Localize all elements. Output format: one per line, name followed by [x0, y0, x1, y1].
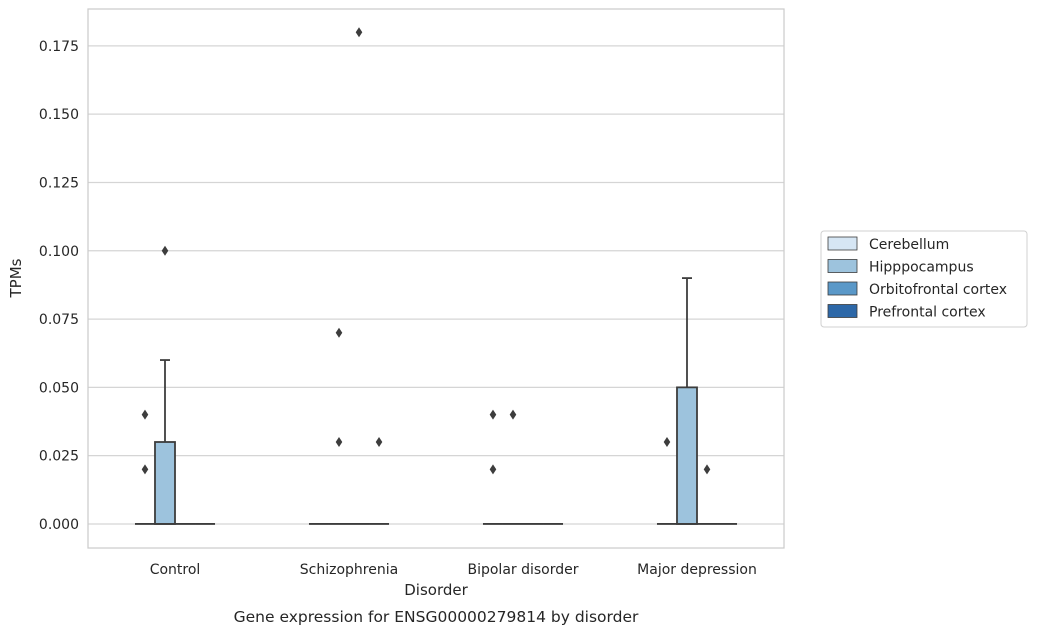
box-layer	[134, 27, 738, 525]
x-tick-label: Schizophrenia	[300, 562, 398, 578]
y-tick-label: 0.100	[39, 244, 79, 260]
legend-items: Cerebellum Hipppocampus Orbitofrontal cort…	[827, 236, 1007, 321]
outlier-point	[141, 464, 149, 475]
outlier-point	[489, 464, 497, 475]
chart-caption: Gene expression for ENSG00000279814 by d…	[234, 608, 639, 626]
y-axis-title: TPMs	[7, 258, 25, 298]
outlier-point	[489, 409, 497, 420]
outlier-point	[335, 327, 343, 338]
legend-label: Hipppocampus	[869, 260, 974, 276]
legend-label: Orbitofrontal cortex	[869, 282, 1007, 298]
legend-swatch	[827, 281, 858, 296]
x-tick-label: Major depression	[637, 562, 757, 578]
y-tick-label: 0.075	[39, 312, 79, 328]
plot-frame	[87, 8, 785, 549]
outlier-point	[375, 437, 383, 448]
x-axis-title: Disorder	[404, 581, 468, 599]
outlier-point	[355, 27, 363, 38]
legend-swatch	[827, 236, 858, 251]
box-control-cerebellum	[134, 409, 155, 525]
box-bipolar-disorder-hipppocampus	[502, 409, 523, 525]
box-bipolar-disorder-cerebellum	[482, 409, 503, 525]
y-tick-labels: 0.000 0.025 0.050 0.075 0.100 0.125 0.150 0.175	[39, 39, 79, 533]
outlier-point	[161, 245, 169, 256]
box-schizophrenia-prefrontal-cortex	[369, 437, 390, 525]
legend-label: Prefrontal cortex	[869, 305, 986, 321]
box-major-depression-hipppocampus	[676, 277, 698, 525]
x-tick-labels: Control Schizophrenia Bipolar disorder Majo…	[150, 562, 757, 578]
x-tick-label: Bipolar disorder	[467, 562, 578, 578]
box-schizophrenia-hipppocampus	[328, 327, 349, 525]
outlier-point	[509, 409, 517, 420]
y-tick-label: 0.125	[39, 175, 79, 191]
outlier-point	[141, 409, 149, 420]
legend: Cerebellum Hipppocampus Orbitofrontal cort…	[820, 230, 1028, 328]
grid-layer	[88, 45, 784, 525]
y-tick-label: 0.000	[39, 517, 79, 533]
legend-swatch	[827, 259, 858, 273]
box-body	[676, 386, 698, 525]
box-major-depression-orbitofrontal-cortex	[697, 464, 718, 525]
x-tick-label: Control	[150, 562, 201, 578]
box-body	[154, 441, 176, 525]
outlier-point	[703, 464, 711, 475]
box-schizophrenia-orbitofrontal-cortex	[349, 27, 370, 525]
legend-frame	[820, 230, 1028, 328]
box-control-hipppocampus	[154, 245, 176, 525]
outlier-point	[663, 437, 671, 448]
y-tick-label: 0.025	[39, 449, 79, 465]
legend-swatch	[827, 304, 858, 318]
y-tick-label: 0.175	[39, 39, 79, 55]
y-tick-label: 0.150	[39, 107, 79, 123]
y-tick-label: 0.050	[39, 380, 79, 396]
legend-label: Cerebellum	[869, 237, 949, 253]
outlier-point	[335, 437, 343, 448]
box-major-depression-cerebellum	[656, 437, 677, 525]
